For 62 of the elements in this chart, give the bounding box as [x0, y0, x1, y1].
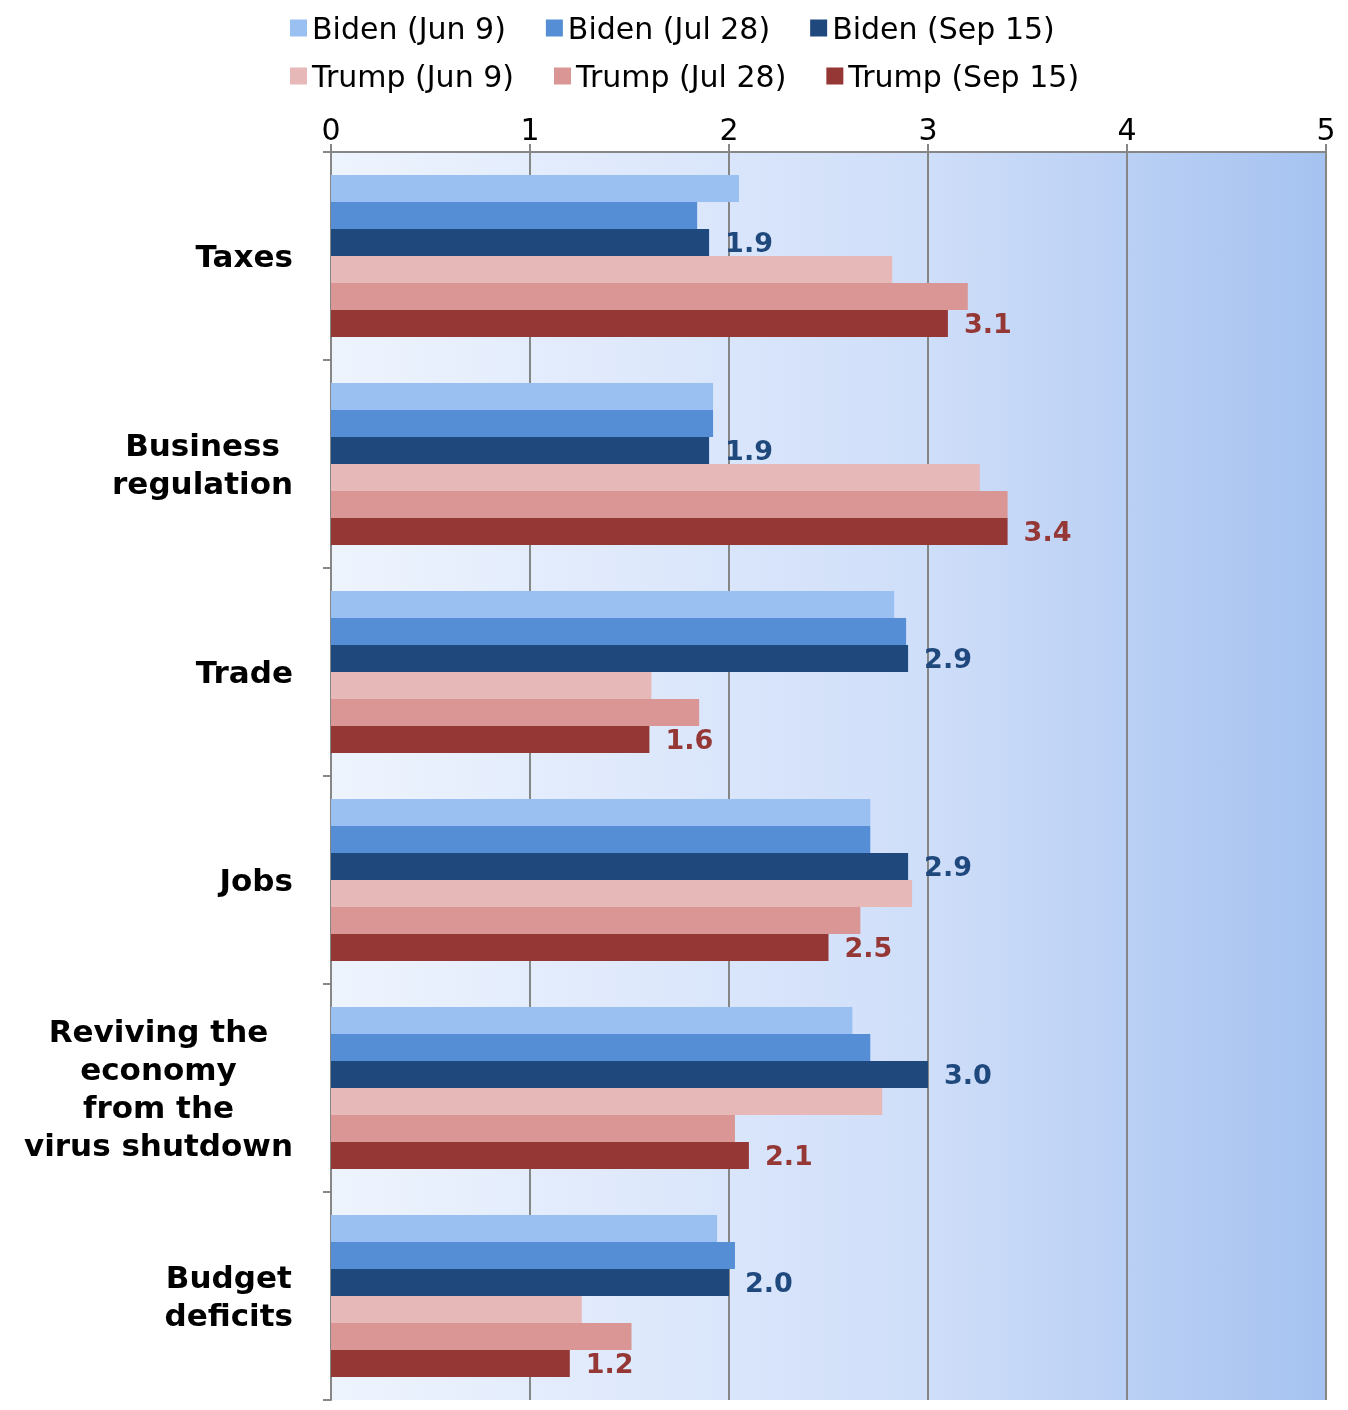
legend-label: Biden (Jul 28) [567, 10, 771, 46]
bar [331, 1241, 735, 1269]
bar [331, 228, 710, 256]
legend-label: Trump (Jun 9) [311, 58, 514, 94]
bar [331, 464, 980, 492]
legend-label: Biden (Sep 15) [832, 10, 1055, 46]
data-label: 2.0 [745, 1266, 793, 1298]
y-tick-label: Taxes [195, 238, 293, 274]
bar [331, 934, 829, 962]
bar [331, 1033, 871, 1061]
data-label: 3.1 [963, 308, 1012, 340]
bar [331, 409, 714, 437]
y-tick-label: Budget deficits [164, 1259, 293, 1333]
data-label: 2.1 [764, 1140, 813, 1172]
bar [331, 1006, 853, 1034]
bar [331, 699, 700, 727]
bar [331, 1115, 735, 1143]
x-tick-label: 2 [719, 111, 739, 147]
legend-label: Biden (Jun 9) [312, 10, 506, 46]
legend-label: Trump (Sep 15) [847, 58, 1080, 94]
bar [331, 798, 871, 826]
bar [331, 256, 893, 284]
bar [331, 1268, 729, 1296]
x-tick-label: 0 [321, 111, 341, 147]
bar [331, 852, 909, 880]
x-tick-label: 1 [520, 111, 540, 147]
bar [331, 518, 1008, 546]
data-label: 2.5 [844, 932, 893, 964]
y-tick-label: Business regulation [112, 427, 293, 501]
bar [331, 1214, 718, 1242]
bar [331, 1296, 582, 1324]
bar [331, 1142, 749, 1170]
bar [331, 880, 913, 908]
bar [331, 1060, 928, 1088]
bar [331, 1088, 883, 1116]
bar [331, 617, 907, 645]
bar [331, 726, 650, 754]
bar [331, 491, 1008, 519]
bar [331, 436, 710, 464]
bar [331, 907, 861, 935]
bar [331, 174, 739, 202]
bar [331, 1350, 570, 1378]
legend-label: Trump (Jul 28) [574, 58, 787, 94]
y-tick-label: Trade [195, 654, 293, 690]
bar [331, 283, 968, 311]
bar [331, 672, 652, 700]
data-label: 1.2 [585, 1348, 634, 1380]
data-label: 3.0 [944, 1058, 992, 1090]
y-tick-label: Jobs [217, 862, 294, 898]
data-label: 1.6 [665, 724, 714, 756]
bar [331, 382, 714, 410]
bar [331, 644, 909, 672]
x-tick-label: 4 [1117, 111, 1137, 147]
bar [331, 825, 871, 853]
bar [331, 310, 948, 338]
x-tick-label: 5 [1316, 111, 1336, 147]
data-label: 3.4 [1023, 516, 1072, 548]
bar [331, 590, 895, 618]
x-tick-label: 3 [918, 111, 938, 147]
bar [331, 201, 698, 229]
bar [331, 1323, 632, 1351]
y-tick-label: Reviving the economy from the virus shutdown [23, 1013, 293, 1163]
